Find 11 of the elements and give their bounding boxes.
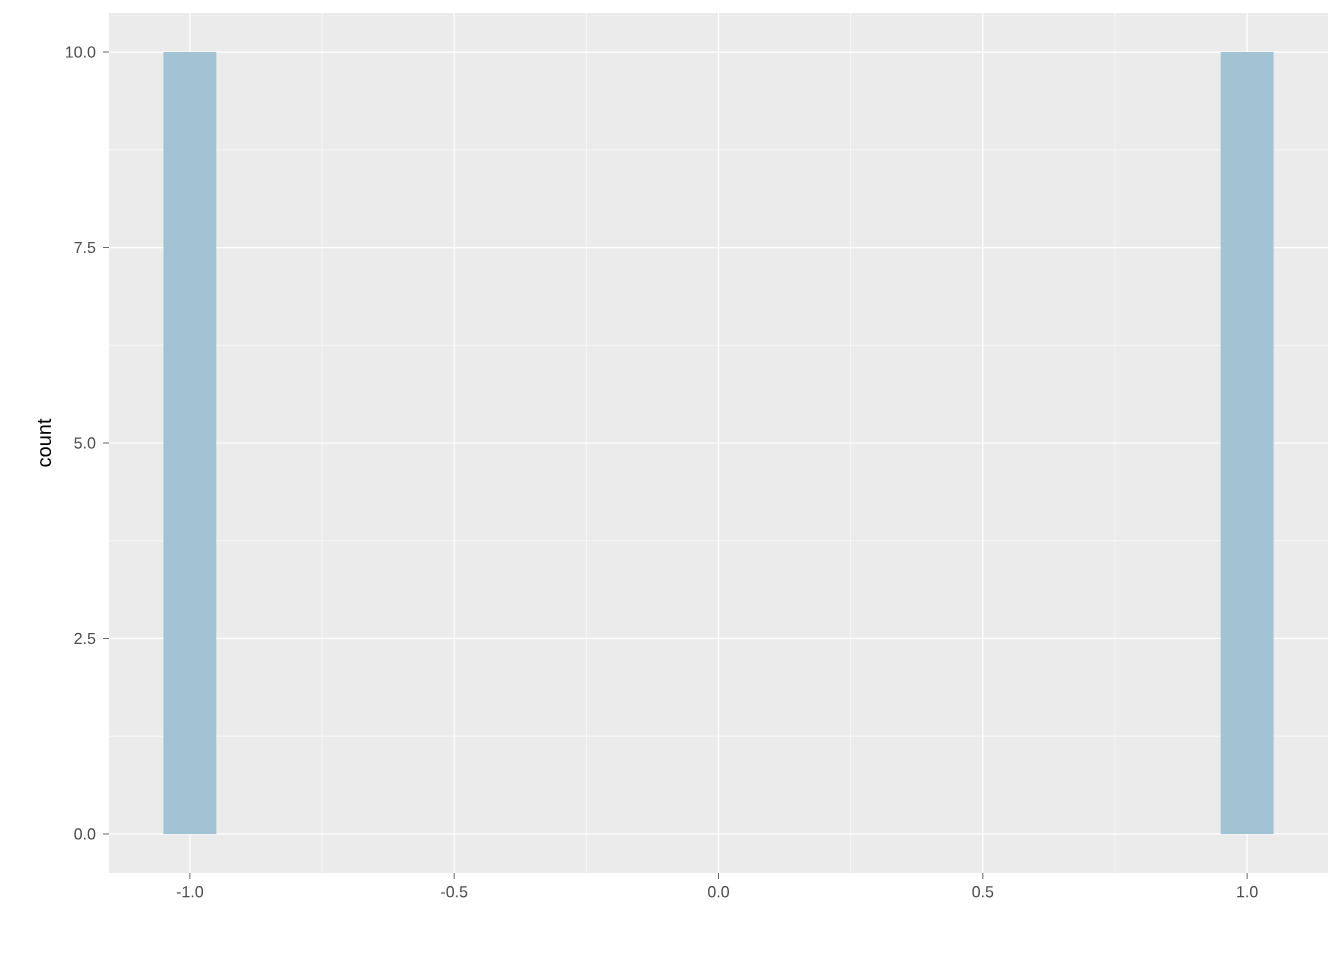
y-tick-label: 5.0: [74, 437, 96, 449]
x-tick-label: 1.0: [1237, 886, 1258, 898]
y-tick-label: 7.5: [74, 241, 96, 254]
x-tick-label: -1.0: [176, 886, 204, 898]
x-tick-label: 0.5: [972, 886, 994, 898]
y-tick-label: 0.0: [74, 828, 96, 840]
x-tick-label: 0.0: [708, 886, 730, 898]
y-tick-label: 2.5: [74, 632, 96, 645]
y-axis-title: count: [37, 418, 52, 467]
x-tick-label: -0.5: [441, 886, 468, 898]
y-tick-label: 10.0: [66, 46, 96, 58]
